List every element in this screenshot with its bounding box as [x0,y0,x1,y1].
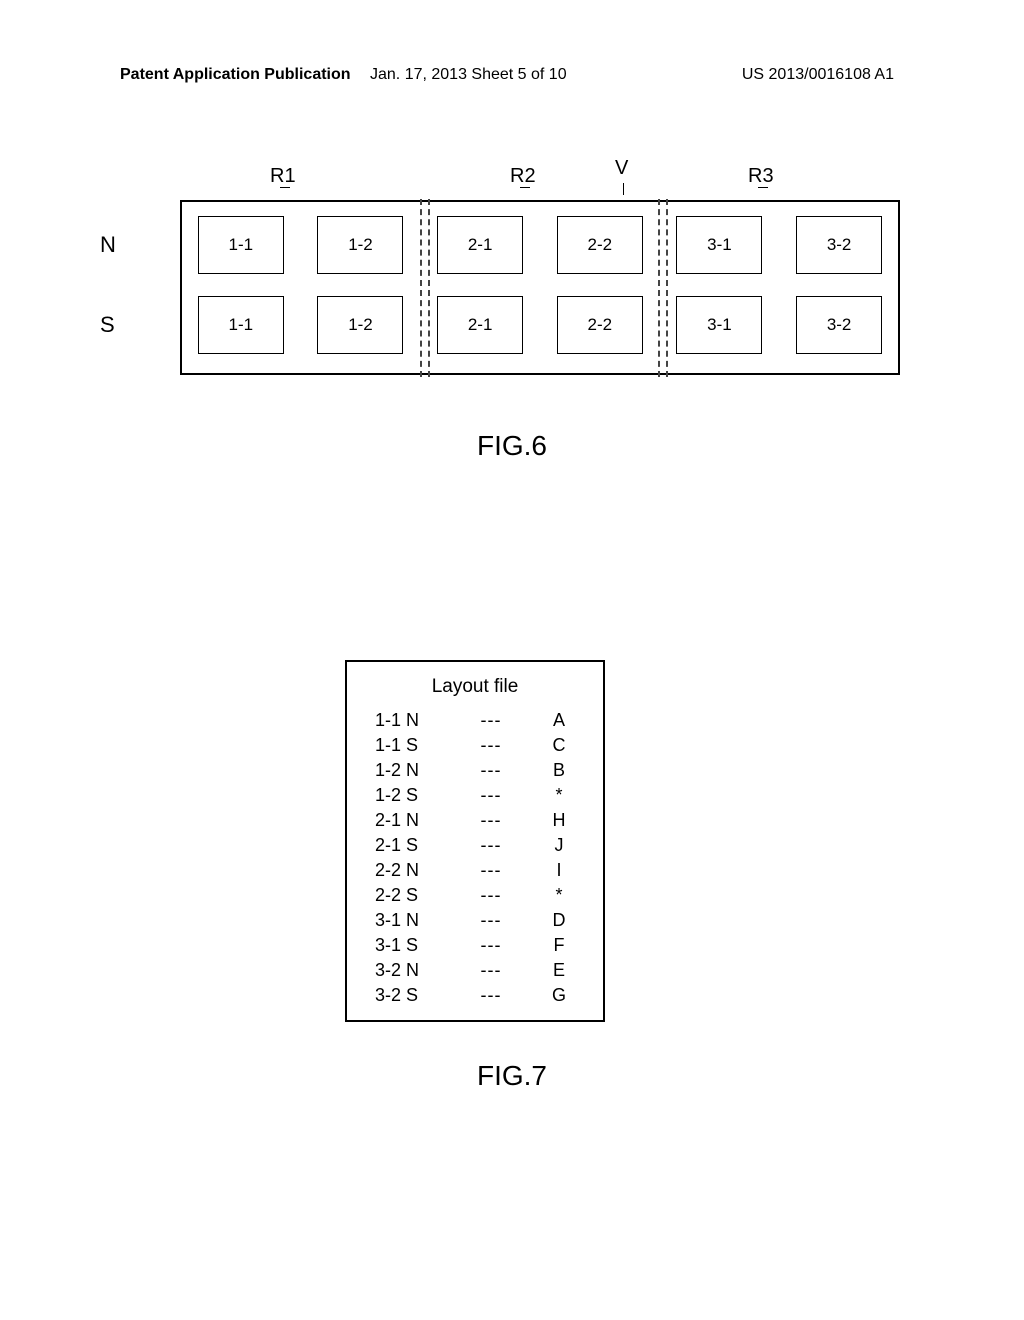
cell-s-1-2: 1-2 [317,296,403,354]
layout-row: 3-1 N---D [371,910,579,931]
region-label-r2: R2 [510,165,536,188]
layout-row: 2-1 N---H [371,810,579,831]
fig6-region-labels: R1 R2 V R3 [140,165,900,195]
v-label: V [615,157,628,180]
layout-row: 3-2 N---E [371,960,579,981]
fig6-diagram: R1 R2 V R3 N S 1-1 1-2 2-1 2-2 3-1 3-2 1… [140,200,900,375]
layout-row: 1-2 N---B [371,760,579,781]
layout-row: 1-1 S---C [371,735,579,756]
row-label-n: N [100,232,116,258]
cell-s-2-2: 2-2 [557,296,643,354]
cell-n-3-1: 3-1 [676,216,762,274]
cell-s-1-1: 1-1 [198,296,284,354]
divider-1b [428,199,430,377]
header-right: US 2013/0016108 A1 [742,66,894,84]
layout-row: 2-2 S---* [371,885,579,906]
region-label-r3: R3 [748,165,774,188]
divider-2b [666,199,668,377]
layout-row: 2-1 S---J [371,835,579,856]
grid-row-n: 1-1 1-2 2-1 2-2 3-1 3-2 [192,216,888,274]
layout-row: 3-2 S---G [371,985,579,1006]
region-label-r1: R1 [270,165,296,188]
fig7-rows: 1-1 N---A 1-1 S---C 1-2 N---B 1-2 S---* … [371,710,579,1006]
divider-1 [420,199,422,377]
fig6-outer-box: 1-1 1-2 2-1 2-2 3-1 3-2 1-1 1-2 2-1 2-2 … [180,200,900,375]
layout-row: 2-2 N---I [371,860,579,881]
fig7-title: Layout file [371,676,579,698]
cell-s-2-1: 2-1 [437,296,523,354]
layout-row: 1-1 N---A [371,710,579,731]
divider-2 [658,199,660,377]
cell-s-3-2: 3-2 [796,296,882,354]
row-label-s: S [100,312,115,338]
cell-n-2-2: 2-2 [557,216,643,274]
cell-s-3-1: 3-1 [676,296,762,354]
fig7-caption: FIG.7 [0,1060,1024,1092]
fig6-caption: FIG.6 [0,430,1024,462]
cell-n-2-1: 2-1 [437,216,523,274]
header-mid: Jan. 17, 2013 Sheet 5 of 10 [370,66,567,84]
header-left: Patent Application Publication [120,66,351,84]
cell-n-1-1: 1-1 [198,216,284,274]
fig7-layout-file-box: Layout file 1-1 N---A 1-1 S---C 1-2 N---… [345,660,605,1022]
cell-n-1-2: 1-2 [317,216,403,274]
layout-row: 1-2 S---* [371,785,579,806]
cell-n-3-2: 3-2 [796,216,882,274]
grid-row-s: 1-1 1-2 2-1 2-2 3-1 3-2 [192,296,888,354]
layout-row: 3-1 S---F [371,935,579,956]
